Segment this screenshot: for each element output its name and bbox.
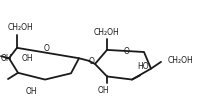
Text: O: O — [89, 57, 95, 66]
Text: OH: OH — [25, 87, 37, 96]
Text: CH₂OH: CH₂OH — [8, 23, 34, 32]
Text: CH₂OH: CH₂OH — [94, 28, 120, 37]
Text: HO: HO — [137, 62, 149, 71]
Text: O: O — [124, 47, 130, 56]
Text: OH: OH — [97, 86, 109, 95]
Text: OH: OH — [1, 54, 13, 63]
Text: O: O — [44, 44, 50, 53]
Text: CH₂OH: CH₂OH — [168, 56, 194, 65]
Text: OH: OH — [21, 54, 33, 63]
